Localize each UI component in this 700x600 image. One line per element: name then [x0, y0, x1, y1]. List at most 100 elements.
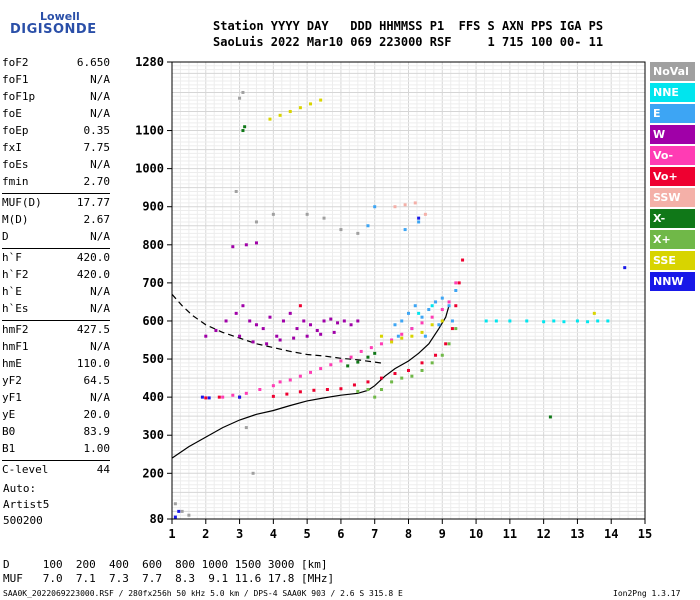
- echo-point-w: [332, 330, 336, 334]
- x-tick-label: 15: [638, 527, 652, 541]
- echo-point-nnw: [200, 395, 204, 399]
- param-row: yF2 64.5: [2, 374, 110, 390]
- echo-point-e: [427, 308, 431, 312]
- echo-point-x-: [366, 355, 370, 359]
- echo-point-noval: [305, 212, 309, 216]
- param-row: fxI 7.75: [2, 141, 110, 157]
- x-tick-label: 5: [304, 527, 311, 541]
- echo-point-vo-: [390, 338, 394, 342]
- echo-point-w: [315, 328, 319, 332]
- x-tick-label: 14: [604, 527, 618, 541]
- param-value: 2.70: [83, 175, 111, 188]
- echo-point-w: [319, 332, 323, 336]
- param-value: 17.77: [76, 196, 110, 209]
- param-row: h`Es N/A: [2, 302, 110, 318]
- echo-point-x-: [356, 389, 360, 393]
- echo-point-sse: [592, 311, 596, 315]
- echo-point-e: [396, 334, 400, 338]
- x-tick-label: 4: [270, 527, 277, 541]
- echo-point-sse: [268, 117, 272, 121]
- echo-point-ssw: [423, 212, 427, 216]
- echo-point-e: [420, 315, 424, 319]
- echo-point-vo-: [450, 327, 454, 331]
- echo-point-w: [295, 327, 299, 331]
- echo-point-w: [234, 311, 238, 315]
- echo-point-noval: [271, 212, 275, 216]
- y-tick-label: 80: [150, 512, 164, 526]
- echo-point-x-: [346, 364, 350, 368]
- echo-point-vo-: [339, 359, 343, 363]
- echo-point-noval: [234, 189, 238, 193]
- echo-point-w: [241, 304, 245, 308]
- echo-point-nnw: [238, 395, 242, 399]
- echo-point-vo-: [420, 361, 424, 365]
- echo-point-x-: [447, 342, 451, 346]
- y-tick-label: 1280: [135, 55, 164, 69]
- echo-point-vo-: [440, 308, 444, 312]
- param-value: N/A: [90, 340, 110, 353]
- y-tick-label: 500: [142, 352, 164, 366]
- legend-item: X-: [650, 209, 695, 228]
- echo-point-e: [454, 289, 458, 292]
- echo-point-sse: [400, 336, 404, 340]
- legend-item: Vo-: [650, 146, 695, 165]
- y-tick-label: 300: [142, 428, 164, 442]
- logo-digisonde: DIGISONDE: [10, 22, 97, 37]
- y-tick-label: 600: [142, 314, 164, 328]
- echo-point-x-: [373, 351, 377, 355]
- echo-point-nne: [417, 311, 421, 315]
- echo-point-x-: [241, 129, 245, 133]
- param-name: M(D): [2, 213, 29, 226]
- echo-point-vo-: [434, 353, 438, 357]
- param-name: hmF2: [2, 323, 29, 336]
- logo-lowell: Lowell: [40, 10, 80, 23]
- echo-point-nnw: [207, 396, 211, 400]
- echo-point-vo-: [312, 388, 316, 392]
- param-name: MUF(D): [2, 196, 42, 209]
- echo-point-vo-: [369, 346, 373, 350]
- echo-point-vo-: [454, 281, 458, 285]
- echo-point-sse: [430, 323, 434, 327]
- param-row: foF1p N/A: [2, 90, 110, 106]
- echo-point-nne: [508, 319, 512, 323]
- echo-point-vo-: [298, 374, 302, 378]
- param-value: 1.00: [83, 442, 111, 455]
- echo-point-vo-: [231, 393, 235, 397]
- param-row: foF2 6.650: [2, 56, 110, 72]
- param-row: hmE 110.0: [2, 357, 110, 373]
- echo-point-sse: [278, 113, 282, 117]
- echo-point-noval: [238, 96, 242, 100]
- echo-point-w: [204, 334, 208, 338]
- auto-code: 500200: [3, 514, 43, 527]
- echo-point-x-: [548, 415, 552, 419]
- param-name: foE: [2, 107, 22, 120]
- echo-point-w: [278, 338, 282, 342]
- param-name: yF1: [2, 391, 22, 404]
- param-value: 6.650: [76, 56, 110, 69]
- echo-point-e: [400, 319, 404, 323]
- echo-point-x-: [390, 380, 394, 384]
- x-tick-label: 10: [469, 527, 483, 541]
- param-row: h`F2 420.0: [2, 268, 110, 284]
- param-value: N/A: [90, 230, 110, 243]
- legend-item: SSE: [650, 251, 695, 270]
- echo-point-noval: [241, 90, 245, 94]
- legend-item: SSW: [650, 188, 695, 207]
- echo-point-x-: [400, 376, 404, 380]
- echo-point-vo-: [298, 304, 302, 308]
- echo-point-e: [447, 304, 451, 308]
- echo-point-w: [329, 317, 333, 321]
- echo-point-nne: [430, 304, 434, 308]
- param-value: 64.5: [83, 374, 111, 387]
- echo-point-w: [292, 336, 296, 340]
- echo-point-noval: [244, 426, 248, 430]
- param-row: foF1 N/A: [2, 73, 110, 89]
- echo-point-w: [214, 328, 218, 332]
- echo-point-vo-: [285, 392, 289, 396]
- param-name: hmF1: [2, 340, 29, 353]
- echo-point-w: [309, 323, 313, 327]
- param-name: C-level: [2, 463, 49, 476]
- echo-point-vo-: [221, 395, 225, 399]
- echo-point-w: [248, 319, 252, 323]
